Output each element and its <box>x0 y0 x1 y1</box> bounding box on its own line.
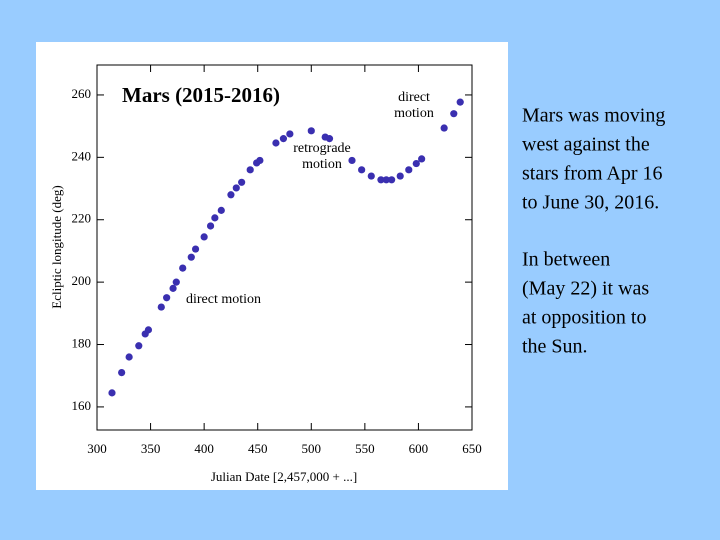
plot-frame <box>96 64 473 431</box>
data-point <box>256 156 264 165</box>
data-point <box>211 214 219 222</box>
data-point <box>217 206 225 214</box>
data-point <box>179 264 187 272</box>
slide-text: west against the <box>522 134 650 156</box>
data-point <box>440 124 448 132</box>
x-axis-label: Julian Date [2,457,000 + ...] <box>211 469 357 484</box>
data-point <box>144 326 153 334</box>
data-point <box>412 159 420 168</box>
data-point <box>227 191 235 199</box>
x-tick-label: 500 <box>302 441 322 456</box>
y-tick-label: 220 <box>72 211 92 226</box>
data-point <box>456 98 464 106</box>
data-point <box>367 172 375 180</box>
slide-text: In between <box>522 249 610 271</box>
data-point <box>325 135 334 143</box>
slide-text: Mars was moving <box>522 105 665 127</box>
x-tick-label: 300 <box>87 441 107 456</box>
chart-title: Mars (2015-2016) <box>122 83 280 107</box>
data-point <box>238 178 246 186</box>
data-point <box>135 342 143 350</box>
annotation: retrograde <box>293 141 351 156</box>
data-point <box>348 156 356 165</box>
slide-text: stars from Apr 16 <box>522 163 663 185</box>
y-tick-label: 240 <box>72 148 92 163</box>
y-tick-label: 200 <box>72 273 92 288</box>
y-axis-label: Ecliptic longitude (deg) <box>49 185 64 308</box>
x-tick-label: 450 <box>248 441 268 456</box>
data-point <box>279 135 288 143</box>
x-tick-label: 550 <box>355 441 375 456</box>
data-point <box>418 155 426 163</box>
x-tick-label: 350 <box>141 441 161 456</box>
y-tick-label: 160 <box>72 398 92 413</box>
slide-text: at opposition to <box>522 307 646 329</box>
annotation: motion <box>302 157 342 172</box>
data-point <box>206 222 215 230</box>
y-tick-label: 180 <box>72 336 92 351</box>
data-point <box>191 245 200 253</box>
data-point <box>272 139 280 147</box>
data-point <box>232 184 240 192</box>
data-point <box>163 294 171 302</box>
data-point <box>246 166 254 174</box>
data-point <box>157 303 165 311</box>
data-point <box>286 130 294 138</box>
data-point <box>169 284 177 292</box>
annotation: motion <box>394 106 434 121</box>
data-point <box>396 172 404 180</box>
data-point <box>118 368 126 377</box>
data-point <box>200 233 208 241</box>
data-point <box>172 278 180 286</box>
data-point <box>388 176 396 184</box>
slide-text: the Sun. <box>522 336 588 358</box>
data-point <box>405 166 413 174</box>
x-tick-label: 400 <box>194 441 214 456</box>
slide-text: to June 30, 2016. <box>522 192 659 214</box>
annotation: direct <box>398 90 430 105</box>
data-point <box>382 176 390 184</box>
data-point <box>108 389 116 397</box>
x-tick-label: 650 <box>462 441 482 456</box>
data-point <box>450 110 458 118</box>
chart-panel <box>36 42 508 490</box>
data-point <box>358 166 366 174</box>
annotation: direct motion <box>186 292 261 307</box>
x-tick-label: 600 <box>409 441 429 456</box>
slide-text: (May 22) it was <box>522 278 649 300</box>
data-point <box>187 253 195 261</box>
data-point <box>125 353 133 361</box>
y-tick-label: 260 <box>72 86 92 101</box>
data-point <box>377 176 385 184</box>
data-point <box>307 127 315 135</box>
